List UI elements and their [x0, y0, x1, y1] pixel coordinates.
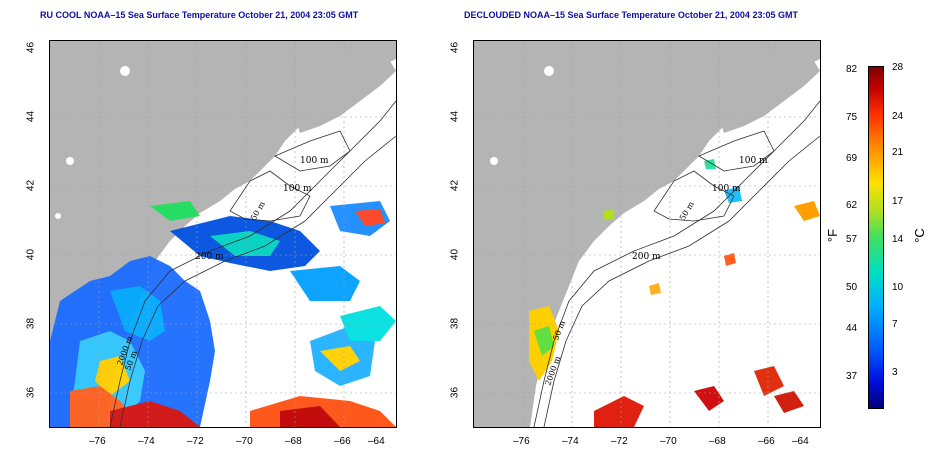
contour-label-200m: 200 m	[632, 252, 661, 262]
fahrenheit-unit-label: °F	[825, 228, 841, 243]
celsius-unit-label: °C	[911, 228, 927, 243]
f-tick: 82	[846, 64, 858, 75]
right-map-title: DECLOUDED NOAA–15 Sea Surface Temperatur…	[464, 10, 798, 20]
c-tick: 21	[892, 147, 904, 158]
y-tick: 38	[449, 317, 461, 330]
grid-right	[474, 41, 820, 427]
x-tick: –68	[285, 436, 302, 447]
f-tick: 69	[846, 153, 858, 164]
contour-label-100m-a: 100 m	[300, 156, 329, 166]
x-tick: –64	[792, 436, 809, 447]
y-tick: 46	[25, 41, 37, 54]
x-tick: –76	[89, 436, 106, 447]
f-tick: 44	[846, 323, 858, 334]
f-tick: 57	[846, 234, 858, 245]
x-tick: –72	[611, 436, 628, 447]
f-tick: 37	[846, 371, 858, 382]
temperature-colorbar	[868, 66, 884, 409]
y-tick: 36	[449, 386, 461, 399]
nova-scotia	[714, 61, 820, 133]
y-tick: 44	[449, 110, 461, 123]
grid-left	[50, 41, 396, 427]
x-tick: –74	[138, 436, 155, 447]
contour-label-100m-b: 100 m	[283, 184, 312, 194]
y-tick: 40	[449, 248, 461, 261]
y-tick: 36	[25, 386, 37, 399]
y-tick: 42	[449, 179, 461, 192]
sst-field-left	[50, 201, 396, 427]
left-map-title: RU COOL NOAA–15 Sea Surface Temperature …	[40, 10, 359, 20]
x-tick: –68	[709, 436, 726, 447]
y-tick: 38	[25, 317, 37, 330]
contour-label-50m: 50 m	[678, 200, 696, 222]
f-tick: 75	[846, 112, 858, 123]
x-tick: –70	[236, 436, 253, 447]
f-tick: 50	[846, 282, 858, 293]
c-tick: 7	[892, 319, 898, 330]
c-tick: 14	[892, 234, 904, 245]
land-mass	[50, 41, 396, 427]
contours-left	[109, 100, 396, 427]
x-tick: –72	[187, 436, 204, 447]
contour-label-200m: 200 m	[195, 252, 224, 262]
c-tick: 17	[892, 196, 904, 207]
y-tick: 46	[449, 41, 461, 54]
x-tick: –74	[562, 436, 579, 447]
contour-label-100m-b: 100 m	[712, 184, 741, 194]
y-tick: 42	[25, 179, 37, 192]
c-tick: 10	[892, 282, 904, 293]
y-tick: 44	[25, 110, 37, 123]
c-tick: 24	[892, 111, 904, 122]
x-tick: –70	[660, 436, 677, 447]
x-tick: –64	[368, 436, 385, 447]
sst-field-right	[529, 159, 820, 427]
c-tick: 3	[892, 367, 898, 378]
c-tick: 28	[892, 62, 904, 73]
land-mass	[474, 41, 820, 427]
raw-sst-map: 100 m 100 m 200 m 50 m 50 m 2000 m	[49, 40, 397, 428]
contour-label-50m: 50 m	[249, 200, 267, 222]
contour-label-100m-a: 100 m	[739, 156, 768, 166]
x-tick: –76	[513, 436, 530, 447]
f-tick: 62	[846, 200, 858, 211]
x-tick: –66	[334, 436, 351, 447]
x-tick: –66	[758, 436, 775, 447]
y-tick: 40	[25, 248, 37, 261]
declouded-sst-map: 100 m 100 m 200 m 50 m 50 m 2000 m	[473, 40, 821, 428]
contours-right	[533, 100, 820, 427]
nova-scotia	[290, 61, 396, 133]
